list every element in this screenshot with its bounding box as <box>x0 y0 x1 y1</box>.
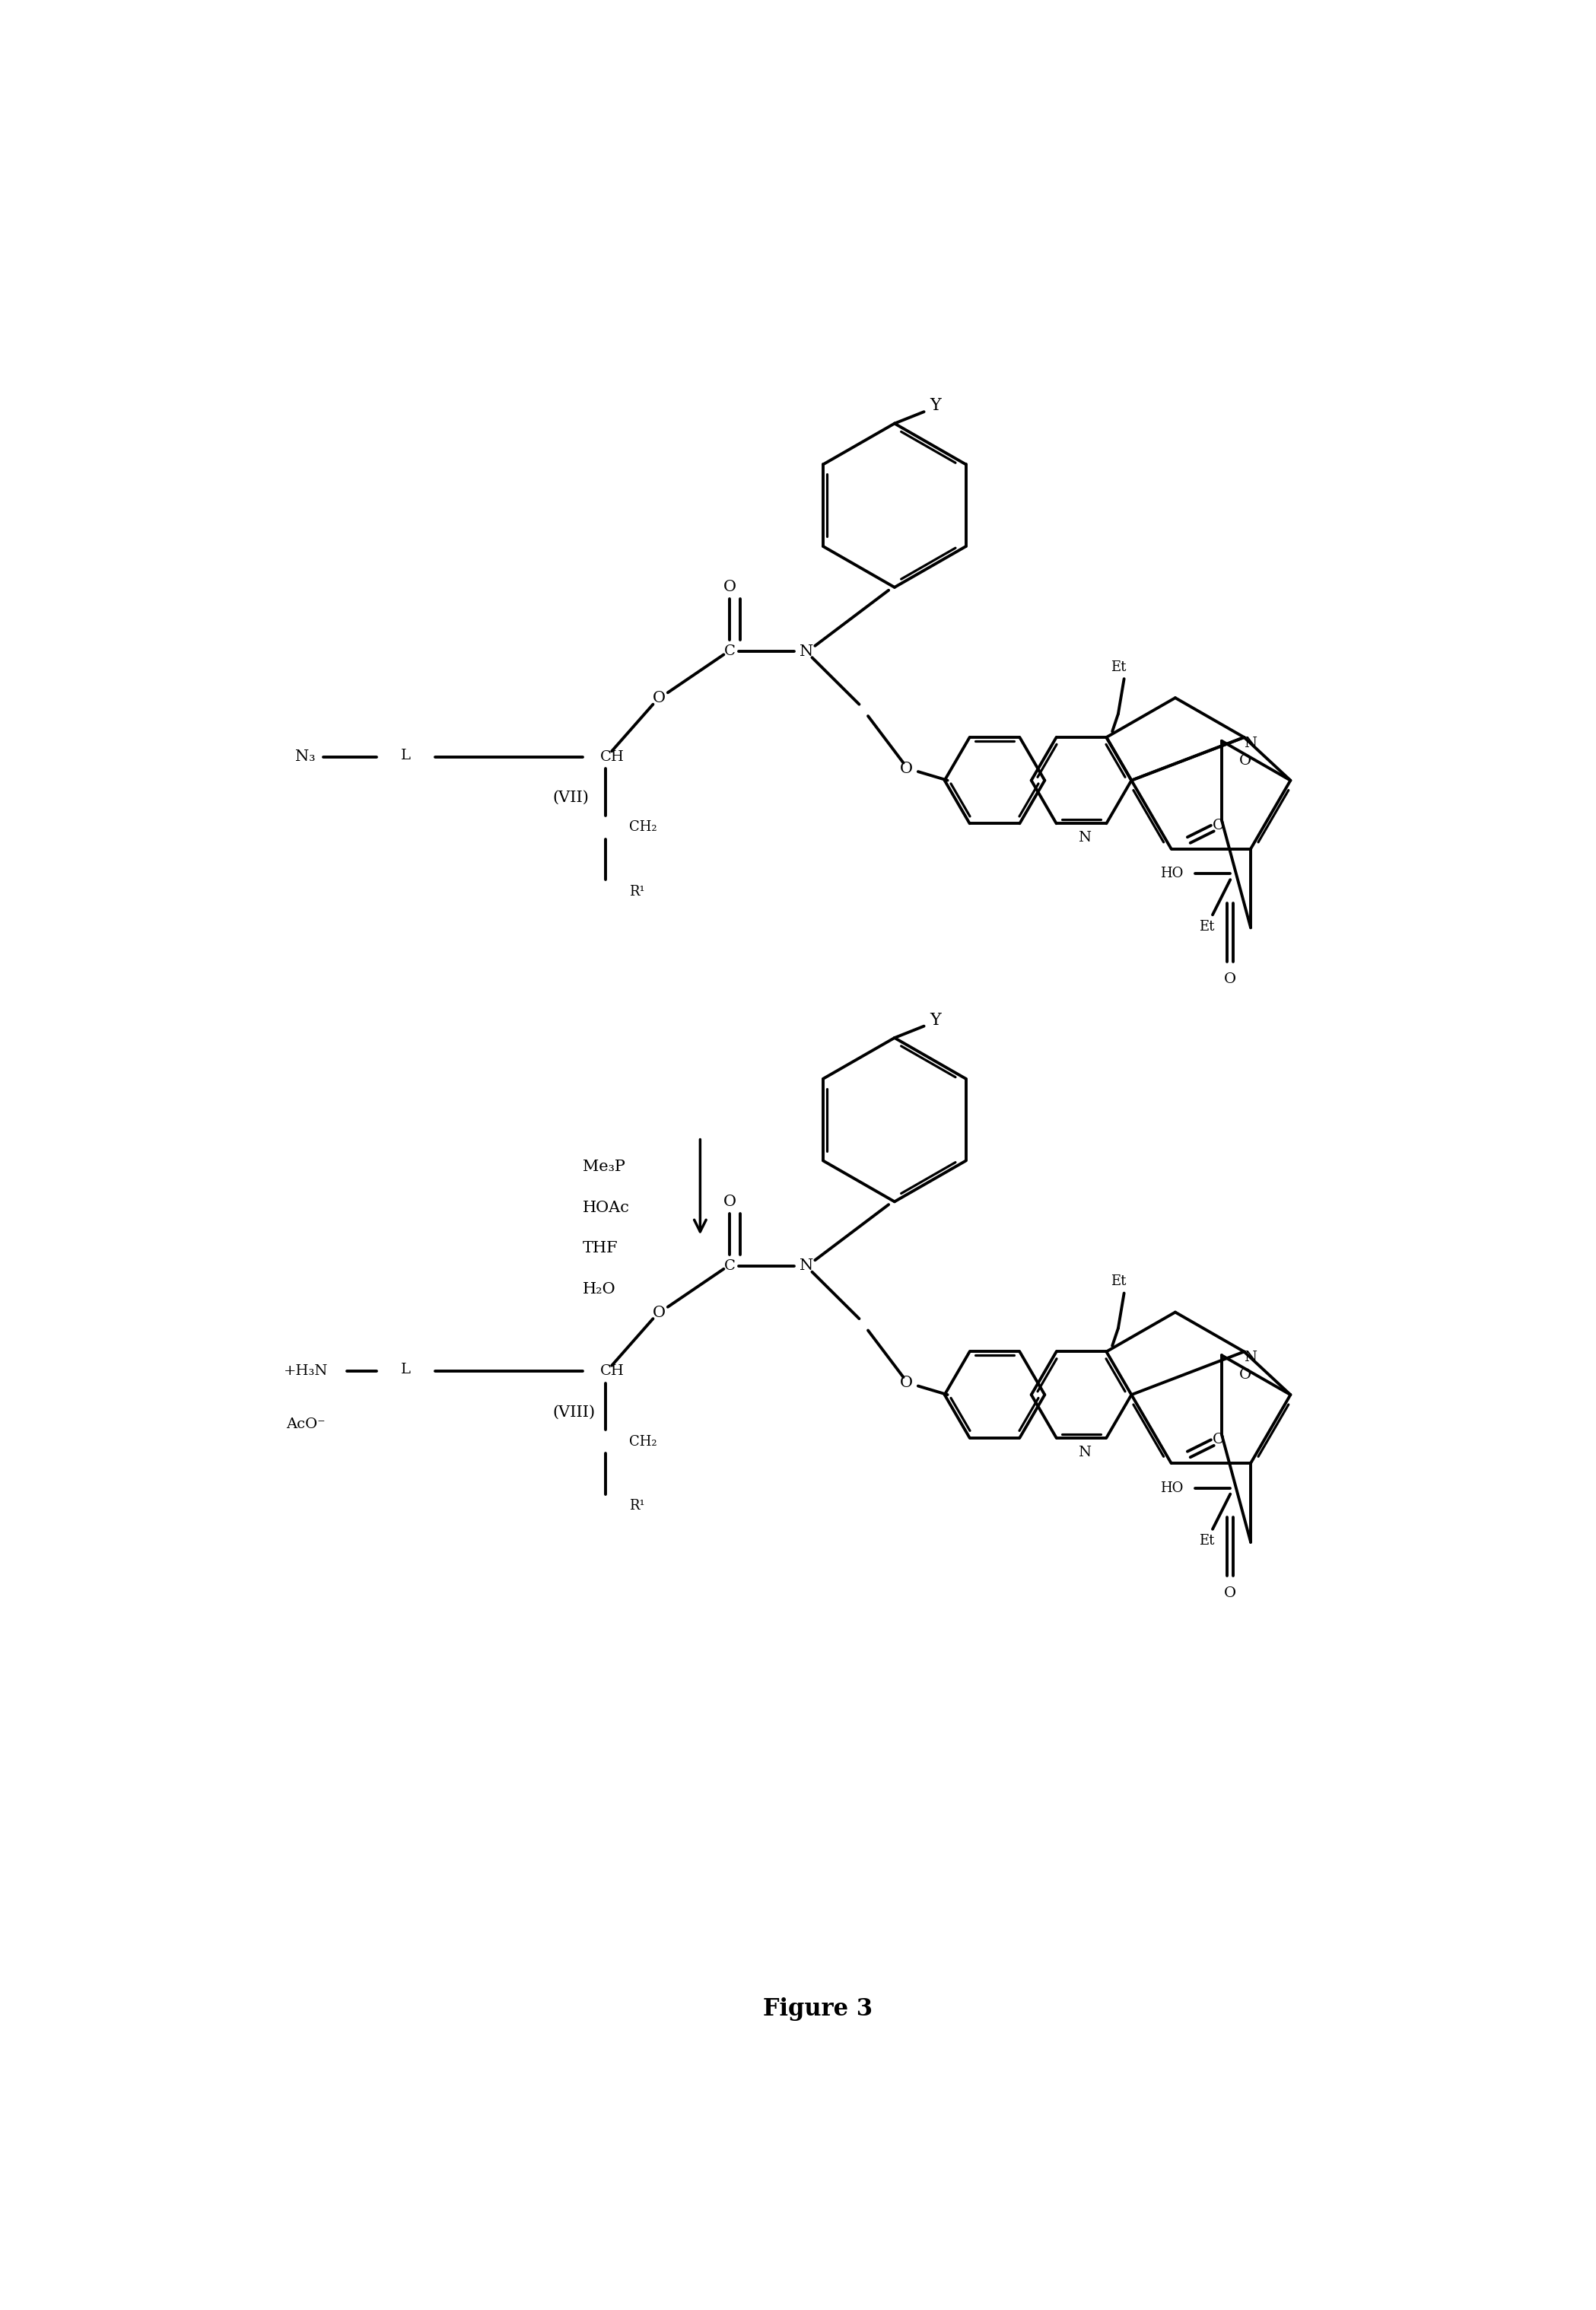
Text: O: O <box>900 1377 913 1391</box>
Text: O: O <box>1238 753 1251 767</box>
Text: R¹: R¹ <box>629 1499 645 1513</box>
Text: HOAc: HOAc <box>583 1201 629 1215</box>
Text: O: O <box>1213 1432 1224 1446</box>
Text: Et: Et <box>1111 661 1125 675</box>
Text: (VII): (VII) <box>552 790 589 806</box>
Text: C: C <box>725 644 736 658</box>
Text: Figure 3: Figure 3 <box>763 1998 873 2021</box>
Text: N₃: N₃ <box>295 751 316 765</box>
Text: N: N <box>800 1259 812 1273</box>
Text: CH: CH <box>600 751 624 765</box>
Text: (VIII): (VIII) <box>552 1404 595 1421</box>
Text: N: N <box>1243 737 1256 751</box>
Text: O: O <box>1224 973 1237 986</box>
Text: +H₃N: +H₃N <box>284 1365 327 1379</box>
Text: THF: THF <box>583 1240 618 1257</box>
Text: L: L <box>401 748 410 762</box>
Text: Y: Y <box>930 397 942 413</box>
Text: O: O <box>1213 818 1224 832</box>
Text: O: O <box>900 762 913 776</box>
Text: L: L <box>401 1363 410 1377</box>
Text: O: O <box>723 1194 736 1208</box>
Text: AcO⁻: AcO⁻ <box>286 1416 326 1430</box>
Text: O: O <box>723 580 736 594</box>
Text: N: N <box>800 644 812 658</box>
Text: H₂O: H₂O <box>583 1282 616 1296</box>
Text: N: N <box>1243 1351 1256 1365</box>
Text: CH: CH <box>600 1365 624 1379</box>
Text: O: O <box>1224 1587 1237 1601</box>
Text: O: O <box>653 1305 666 1319</box>
Text: Me₃P: Me₃P <box>583 1160 626 1173</box>
Text: O: O <box>1238 1368 1251 1381</box>
Text: Et: Et <box>1199 1534 1215 1548</box>
Text: N: N <box>1077 1446 1090 1460</box>
Text: CH₂: CH₂ <box>629 820 658 834</box>
Text: R¹: R¹ <box>629 885 645 899</box>
Text: N: N <box>1077 832 1090 845</box>
Text: Et: Et <box>1199 919 1215 933</box>
Text: C: C <box>725 1259 736 1273</box>
Text: O: O <box>653 691 666 705</box>
Text: Et: Et <box>1111 1275 1125 1289</box>
Text: HO: HO <box>1160 1481 1183 1495</box>
Text: HO: HO <box>1160 866 1183 880</box>
Text: Y: Y <box>930 1012 942 1028</box>
Text: CH₂: CH₂ <box>629 1435 658 1448</box>
